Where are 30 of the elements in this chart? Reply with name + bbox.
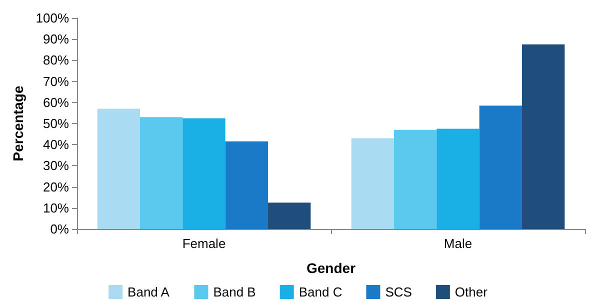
legend-label: Band C xyxy=(298,284,342,300)
y-tick-label: 100% xyxy=(36,10,70,26)
legend-label: Other xyxy=(454,284,488,300)
y-tick-label: 80% xyxy=(42,52,70,68)
y-tick-label: 50% xyxy=(42,116,70,131)
bar xyxy=(522,44,565,229)
x-axis-title: Gender xyxy=(306,260,356,276)
bar xyxy=(225,141,268,229)
bar xyxy=(140,117,183,229)
y-tick-label: 40% xyxy=(42,137,70,152)
y-tick-label: 0% xyxy=(50,222,70,236)
bar xyxy=(97,108,140,229)
y-tick-label: 60% xyxy=(42,94,70,110)
bar xyxy=(351,138,394,229)
bar xyxy=(479,106,522,229)
bar xyxy=(268,202,311,229)
legend-label: SCS xyxy=(385,284,412,300)
bar xyxy=(182,118,226,229)
x-tick-label: Female xyxy=(182,236,226,251)
legend-label: Band B xyxy=(213,284,256,300)
legend-label: Band A xyxy=(128,284,170,300)
y-tick-label: 20% xyxy=(42,179,70,194)
bar xyxy=(394,130,437,229)
y-tick-label: 30% xyxy=(42,158,70,174)
y-tick-label: 10% xyxy=(42,200,70,216)
x-tick-label: Male xyxy=(444,236,472,251)
y-tick-label: 90% xyxy=(42,32,70,47)
y-tick-label: 70% xyxy=(42,74,70,89)
y-axis-title: Percentage xyxy=(10,86,26,162)
bar xyxy=(436,128,480,229)
